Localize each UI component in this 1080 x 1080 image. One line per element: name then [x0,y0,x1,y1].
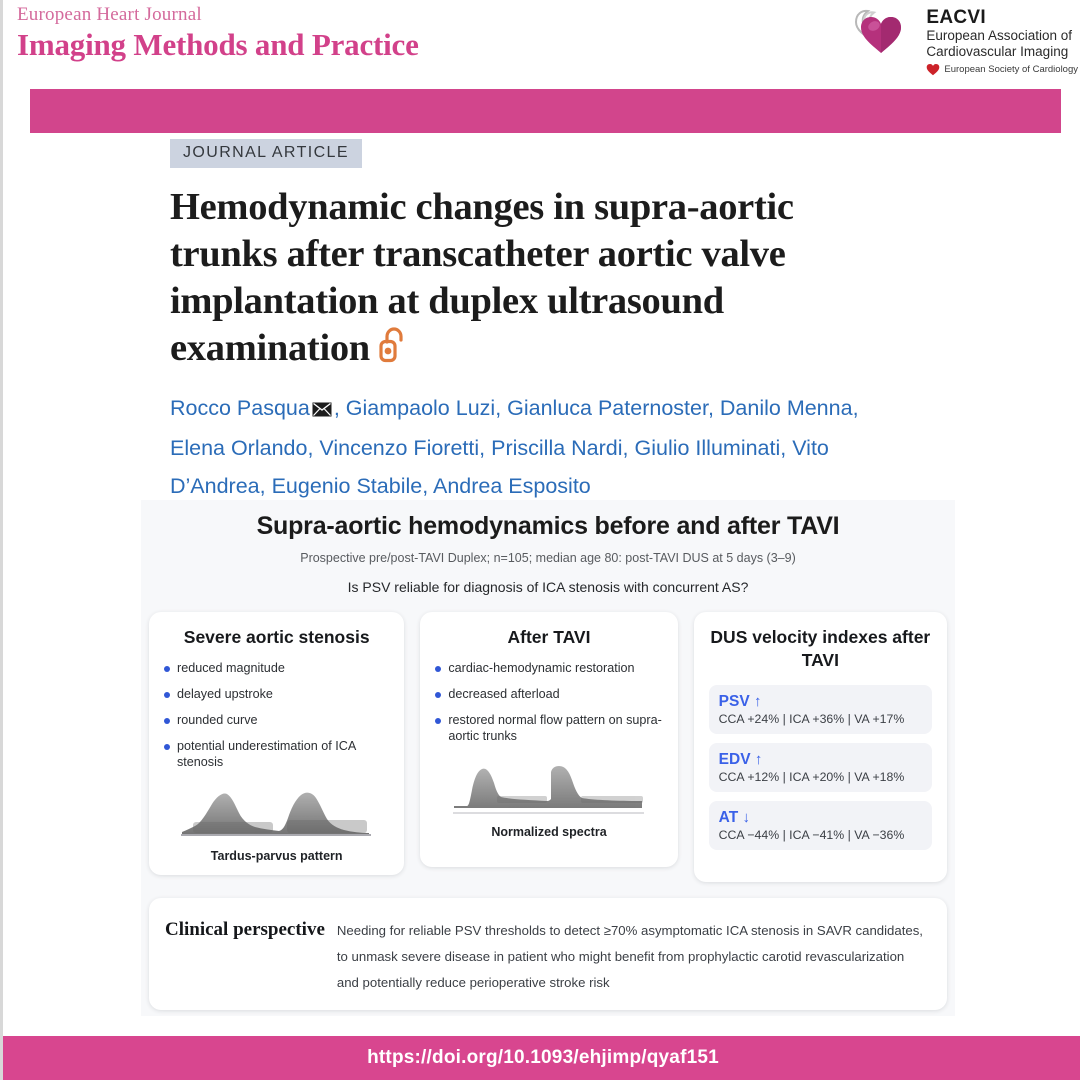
author-name[interactable]: Danilo Menna [719,396,853,420]
card-bullet-list: cardiac-hemodynamic restoration decrease… [435,660,662,744]
bullet-dot-icon [435,666,442,672]
list-item: potential underestimation of ICA stenosi… [164,738,389,770]
index-row-psv: PSV ↑ CCA +24% | ICA +36% | VA +17% [708,685,932,734]
card-heading: DUS velocity indexes after TAVI [710,627,931,670]
esc-endorsement: European Society of Cardiology [926,63,1078,76]
eacvi-name-line2: Cardiovascular Imaging [926,43,1069,59]
bullet-dot-icon [164,666,170,672]
bullet-text: decreased afterload [448,687,560,701]
article-header: JOURNAL ARTICLE Hemodynamic changes in s… [170,139,930,505]
index-row-edv: EDV ↑ CCA +12% | ICA +20% | VA +18% [708,743,932,792]
bullet-dot-icon [164,692,170,698]
eacvi-name-line1: European Association of [926,28,1072,43]
footer-doi-band: https://doi.org/10.1093/ehjimp/qyaf151 [3,1036,1080,1080]
eacvi-logo: EACVI European Association of Cardiovasc… [844,6,1078,76]
journal-parent-title: European Heart Journal [17,4,202,25]
page-title: Hemodynamic changes in supra-aortic trun… [170,184,870,376]
list-item: cardiac-hemodynamic restoration [435,660,662,676]
heart-icon [855,9,902,53]
list-item: reduced magnitude [164,660,389,676]
author-name[interactable]: Vito D’Andrea [170,436,829,498]
card-dus-velocity-indexes: DUS velocity indexes after TAVI PSV ↑ CC… [693,612,947,882]
journal-masthead: European Heart Journal Imaging Methods a… [17,4,419,64]
card-bullet-list: reduced magnitude delayed upstroke round… [164,660,389,770]
index-name: PSV [718,693,750,710]
author-name[interactable]: Andrea Esposito [432,474,591,498]
doi-link[interactable]: https://doi.org/10.1093/ehjimp/qyaf151 [367,1047,719,1068]
graphical-abstract: Supra-aortic hemodynamics before and aft… [141,500,955,1016]
author-name[interactable]: Giulio Illuminati [634,436,781,460]
index-label: AT ↓ [719,808,922,827]
author-name[interactable]: Elena Orlando [170,436,308,460]
abstract-card-row: Severe aortic stenosis reduced magnitude… [141,612,955,882]
bullet-dot-icon [435,692,442,698]
doppler-waveform-normalized-icon [435,756,662,818]
bullet-text: cardiac-hemodynamic restoration [448,661,635,675]
graphical-abstract-question: Is PSV reliable for diagnosis of ICA ste… [347,579,749,595]
bullet-text: rounded curve [177,713,258,727]
arrow-up-icon: ↑ [754,751,763,768]
index-row-at: AT ↓ CCA −44% | ICA −41% | VA −36% [708,801,932,850]
bullet-text: potential underestimation of ICA stenosi… [177,739,356,769]
open-access-icon [378,326,408,376]
graphical-abstract-subtitle: Prospective pre/post-TAVI Duplex; n=105;… [300,551,796,565]
index-list: PSV ↑ CCA +24% | ICA +36% | VA +17% EDV … [708,685,932,850]
list-item: decreased afterload [435,686,662,702]
clinical-perspective-card: Clinical perspective Needing for reliabl… [149,898,947,1010]
bullet-dot-icon [164,744,170,750]
card-after-tavi: After TAVI cardiac-hemodynamic restorati… [420,612,678,867]
bullet-text: delayed upstroke [177,687,273,701]
journal-title: Imaging Methods and Practice [17,27,419,62]
index-name: EDV [718,751,751,768]
index-values: CCA −44% | ICA −41% | VA −36% [718,828,905,842]
doppler-waveform-tardus-parvus-icon [164,780,389,842]
author-name[interactable]: Eugenio Stabile [271,474,423,498]
eacvi-acronym: EACVI [926,7,986,28]
article-title-text: Hemodynamic changes in supra-aortic trun… [170,186,794,369]
header-color-band [30,89,1061,133]
author-name[interactable]: Vincenzo Fioretti [319,436,480,460]
list-item: restored normal flow pattern on supra-ao… [435,712,662,744]
author-name[interactable]: Gianluca Paternoster [507,396,708,420]
index-values: CCA +24% | ICA +36% | VA +17% [718,712,905,726]
bullet-text: reduced magnitude [177,661,285,675]
author-list: Rocco Pasqua, Giampaolo Luzi, Gianluca P… [170,389,910,505]
list-item: delayed upstroke [164,686,389,702]
author-name[interactable]: Giampaolo Luzi [345,396,496,420]
bullet-dot-icon [164,718,170,724]
arrow-up-icon: ↑ [753,693,762,710]
index-label: EDV ↑ [719,750,922,769]
graphical-abstract-title: Supra-aortic hemodynamics before and aft… [256,512,840,540]
envelope-icon[interactable] [312,391,332,429]
index-label: PSV ↑ [719,692,922,711]
card-caption: Normalized spectra [491,825,607,839]
clinical-perspective-body: Needing for reliable PSV thresholds to d… [336,923,923,990]
content-type-badge: JOURNAL ARTICLE [170,139,362,168]
card-heading: After TAVI [507,627,591,647]
bullet-text: restored normal flow pattern on supra-ao… [448,713,662,743]
esc-label: European Society of Cardiology [944,64,1078,75]
clinical-perspective-heading: Clinical perspective [165,919,325,940]
card-caption: Tardus-parvus pattern [210,849,343,863]
author-name[interactable]: Priscilla Nardi [491,436,623,460]
card-severe-aortic-stenosis: Severe aortic stenosis reduced magnitude… [149,612,405,875]
esc-heart-icon [927,64,940,76]
index-values: CCA +12% | ICA +20% | VA +18% [718,770,905,784]
list-item: rounded curve [164,712,389,728]
bullet-dot-icon [435,718,442,724]
card-heading: Severe aortic stenosis [183,627,370,647]
author-name[interactable]: Rocco Pasqua [170,396,310,420]
index-name: AT [718,809,739,826]
arrow-down-icon: ↓ [742,809,750,826]
